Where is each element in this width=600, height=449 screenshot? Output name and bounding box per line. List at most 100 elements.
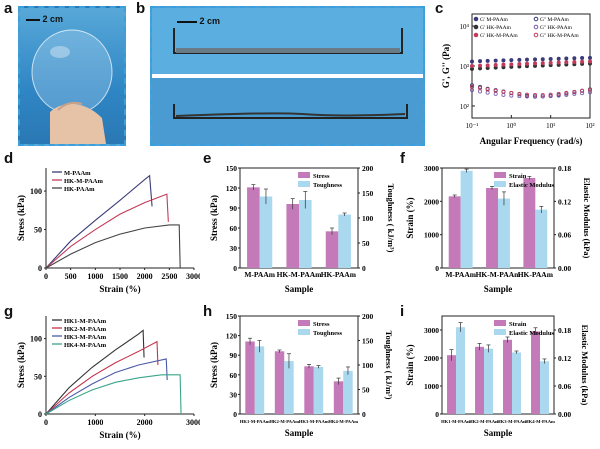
category-label: HK2-M-PAAm — [269, 419, 299, 424]
legend-label: HK4-M-PAAm — [64, 342, 107, 349]
category-label: M-PAAm — [445, 270, 476, 279]
y-axis-label: Stress (kPa) — [16, 342, 26, 388]
legend-label: G' HK-PAAm — [480, 25, 512, 31]
y-tick-label: 10³ — [460, 63, 469, 71]
y2-tick-label: 0.12 — [558, 354, 571, 363]
y-tick-label: 150 — [226, 164, 238, 173]
y-tick-label: 10² — [460, 103, 469, 111]
bar-toughness — [299, 200, 312, 268]
y2-axis-label: Toughness ( kJ/m³) — [384, 331, 394, 400]
x-axis-label: Strain (%) — [99, 284, 140, 294]
data-point-1 — [564, 56, 569, 61]
y-tick-label: 100 — [30, 187, 42, 196]
y-axis-label: Strain (%) — [405, 197, 415, 238]
data-point-6 — [524, 92, 529, 97]
chart-rheology: 10⁻¹ 10⁰ 10¹ 10² 10² 10³ 10⁴ Angular Frequency … — [441, 13, 595, 146]
series-line-2 — [45, 193, 169, 269]
x-tick-label: 2500 — [161, 272, 177, 281]
y-tick-label: 60 — [230, 371, 238, 380]
panel-label-b: b — [136, 0, 146, 17]
legend-marker — [533, 16, 539, 22]
legend-label: HK-M-PAAm — [64, 178, 103, 185]
y-tick-label: 0 — [435, 410, 439, 419]
data-point-4 — [509, 93, 514, 98]
category-label: HK-M-PAAm — [476, 270, 522, 279]
y2-tick-label: 0.06 — [558, 382, 571, 391]
category-label: HK4-M-PAAm — [328, 419, 358, 424]
data-point-5 — [580, 59, 585, 64]
x-tick-label: 0 — [44, 418, 48, 427]
legend-swatch — [494, 329, 506, 335]
bar-toughness — [343, 370, 353, 414]
data-point-5 — [540, 61, 545, 66]
y-tick-label: 0 — [435, 264, 439, 273]
category-label: HK3-M-PAAm — [497, 419, 527, 424]
y2-tick-label: 0.18 — [558, 164, 571, 173]
y2-axis-label: Elastic Modulus (kPa) — [582, 178, 592, 259]
bar-toughness — [284, 361, 294, 414]
y-tick-label: 30 — [230, 390, 238, 399]
y-tick-label: 150 — [226, 312, 238, 321]
data-point-4 — [533, 94, 538, 99]
legend-label: G'' HK-PAAm — [540, 25, 573, 31]
y2-tick-label: 200 — [362, 312, 374, 321]
data-point-6 — [493, 88, 498, 93]
y-tick-label: 3000 — [424, 164, 439, 173]
y-tick-label: 1000 — [424, 382, 439, 391]
data-point-5 — [517, 62, 522, 67]
legend-label: Strain — [509, 173, 527, 180]
stretch-illustration — [152, 8, 423, 144]
bar-toughness — [338, 214, 351, 268]
y2-tick-label: 0.12 — [558, 197, 571, 206]
x-tick-label: 3000 — [186, 418, 200, 427]
data-point-1 — [524, 57, 529, 62]
category-label: HK3-M-PAAm — [299, 419, 329, 424]
data-point-5 — [556, 60, 561, 65]
legend-label: Strain — [509, 321, 527, 328]
x-tick-label: 1000 — [87, 418, 103, 427]
legend-label: Toughness — [313, 182, 342, 189]
data-point-1 — [501, 58, 506, 63]
legend-swatch — [494, 320, 506, 326]
data-point-5 — [469, 64, 474, 69]
bar-elastic-modulus — [484, 348, 493, 414]
y-tick-label: 2000 — [424, 197, 439, 206]
y-tick-label: 100 — [30, 335, 42, 344]
y2-tick-label: 200 — [362, 164, 374, 173]
scale-bar-b: 2 cm — [177, 16, 227, 26]
category-label: HK-M-PAAm — [277, 270, 323, 279]
data-point-5 — [485, 63, 490, 68]
y-tick-label: 0 — [38, 410, 42, 419]
y2-tick-label: 0.18 — [558, 326, 571, 335]
legend-label: Toughness — [313, 330, 342, 337]
y-tick-label: 90 — [230, 204, 238, 213]
bar-elastic-modulus — [540, 361, 549, 414]
data-point-5 — [533, 61, 538, 66]
bar-toughness — [254, 346, 265, 414]
legend-marker — [473, 16, 479, 22]
bar-strain — [503, 339, 512, 414]
bar-stress — [325, 231, 339, 268]
data-point-4 — [493, 91, 498, 96]
x-tick-label: 10² — [585, 122, 594, 130]
data-point-1 — [509, 58, 514, 63]
bar-strain — [486, 188, 498, 268]
y-tick-label: 50 — [34, 226, 42, 235]
scale-bar-a: 2 cm — [26, 14, 66, 24]
data-point-6 — [572, 89, 577, 94]
data-point-1 — [556, 56, 561, 61]
y-tick-label: 0 — [233, 264, 237, 273]
y2-axis-label: Elastic Modulus (kPa) — [580, 325, 590, 406]
y2-tick-label: 150 — [362, 337, 374, 346]
bar-stress — [333, 381, 344, 414]
y-tick-label: 10⁴ — [460, 23, 470, 31]
y2-tick-label: 100 — [362, 361, 374, 370]
y-tick-label: 0 — [38, 264, 42, 273]
y-axis-label: G', G'' (Pa) — [441, 44, 451, 88]
y2-tick-label: 0.06 — [558, 231, 571, 240]
data-point-6 — [478, 86, 483, 91]
bar-strain — [448, 196, 461, 268]
data-point-5 — [572, 59, 577, 64]
y-tick-label: 3000 — [424, 326, 439, 335]
data-point-4 — [572, 91, 577, 96]
